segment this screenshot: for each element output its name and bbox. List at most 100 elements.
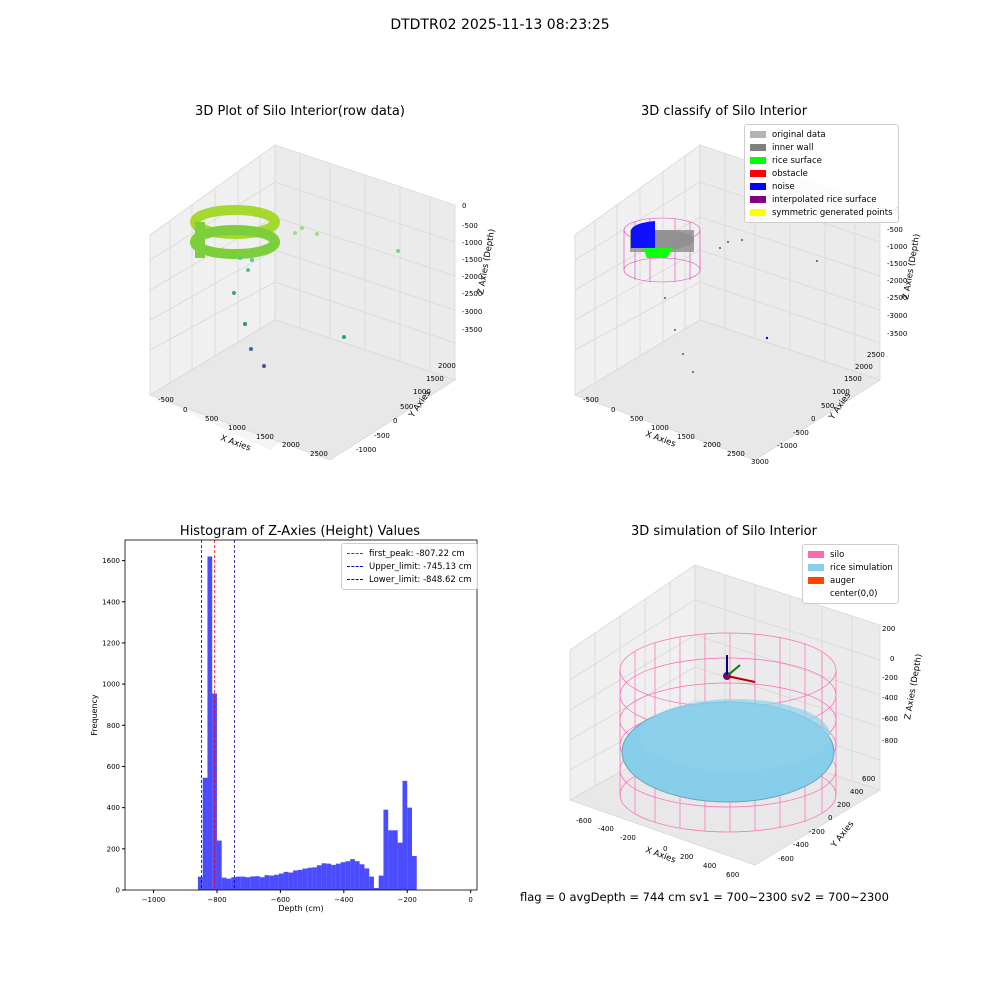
svg-text:400: 400	[850, 788, 863, 796]
histogram-bar	[383, 809, 389, 890]
legend-item: inner wall	[750, 141, 893, 154]
legend-item: Lower_limit: -848.62 cm	[347, 573, 472, 586]
histogram-bar	[235, 876, 241, 890]
plot2-title: 3D classify of Silo Interior	[640, 104, 808, 119]
histogram-legend: first_peak: -807.22 cm Upper_limit: -745…	[341, 543, 478, 590]
histogram-bar	[316, 865, 322, 890]
svg-text:-2000: -2000	[887, 277, 907, 285]
legend-item: rice simulation	[808, 561, 893, 574]
histogram-ylabel: Frequency	[90, 694, 99, 736]
svg-text:2000: 2000	[438, 362, 456, 370]
legend-swatch	[808, 551, 824, 558]
svg-text:1500: 1500	[426, 375, 444, 383]
legend-item: silo	[808, 548, 893, 561]
svg-text:-500: -500	[887, 226, 903, 234]
histogram-bar	[312, 867, 317, 890]
svg-text:2500: 2500	[867, 351, 885, 359]
svg-text:500: 500	[821, 402, 834, 410]
histogram-bar	[293, 870, 298, 890]
histogram-bar	[250, 876, 256, 890]
svg-text:-1000: -1000	[356, 446, 376, 454]
histogram-bar	[402, 780, 408, 890]
histogram-bar	[207, 556, 213, 890]
svg-text:-3500: -3500	[462, 326, 482, 334]
x-tick-label: 0	[468, 896, 472, 904]
plot4-xlabel: X Axies	[644, 845, 677, 865]
svg-text:-600: -600	[576, 817, 592, 825]
histogram-bar	[369, 876, 374, 890]
histogram-bar	[335, 863, 341, 890]
svg-text:600: 600	[726, 871, 739, 879]
svg-text:-3000: -3000	[887, 312, 907, 320]
histogram-bar	[216, 840, 222, 890]
histogram-bar	[297, 869, 303, 890]
svg-text:-200: -200	[809, 828, 825, 836]
histogram-bar	[240, 876, 246, 890]
x-tick-label: −400	[334, 896, 353, 904]
svg-text:1500: 1500	[844, 375, 862, 383]
svg-text:-500: -500	[793, 429, 809, 437]
histogram-bar	[221, 877, 227, 890]
svg-text:-3500: -3500	[887, 330, 907, 338]
svg-text:1000: 1000	[413, 388, 431, 396]
svg-text:-2500: -2500	[887, 294, 907, 302]
histogram-bar	[245, 877, 251, 890]
plot4-ylabel: Y Axies	[829, 819, 857, 851]
histogram-bar	[350, 859, 355, 890]
svg-text:500: 500	[400, 403, 413, 411]
svg-text:0: 0	[611, 406, 615, 414]
legend-label: noise	[772, 181, 795, 192]
svg-text:-1500: -1500	[887, 260, 907, 268]
legend-label: rice surface	[772, 155, 822, 166]
svg-text:-2000: -2000	[462, 273, 482, 281]
svg-text:-500: -500	[462, 222, 478, 230]
histogram-bar	[331, 864, 336, 890]
legend-swatch	[808, 577, 824, 584]
legend-item: first_peak: -807.22 cm	[347, 547, 472, 560]
histogram-bar	[259, 877, 265, 890]
plot2-legend: original data inner wall rice surface ob…	[744, 124, 899, 223]
legend-label: auger	[830, 575, 855, 586]
figure-title: DTDTR02 2025-11-13 08:23:25	[390, 17, 610, 33]
legend-swatch	[808, 564, 824, 571]
svg-text:2000: 2000	[855, 363, 873, 371]
histogram-bar	[359, 864, 365, 890]
svg-text:-3000: -3000	[462, 308, 482, 316]
histogram-bar	[392, 830, 398, 890]
x-tick-label: −200	[398, 896, 417, 904]
legend-swatch	[750, 144, 766, 151]
svg-text:400: 400	[703, 862, 716, 870]
y-tick-label: 1000	[102, 681, 120, 689]
y-tick-label: 200	[107, 845, 120, 853]
histogram-bar	[373, 887, 379, 890]
histogram-bar	[255, 876, 260, 890]
histogram-bar	[264, 875, 270, 890]
svg-text:200: 200	[837, 801, 850, 809]
svg-text:-1500: -1500	[462, 256, 482, 264]
x-tick-label: −600	[271, 896, 290, 904]
svg-text:-600: -600	[882, 715, 898, 723]
svg-text:1000: 1000	[832, 388, 850, 396]
svg-text:0: 0	[811, 415, 815, 423]
svg-text:0: 0	[393, 417, 397, 425]
svg-text:-500: -500	[158, 396, 174, 404]
legend-label: original data	[772, 129, 826, 140]
histogram-frame	[124, 539, 478, 891]
histogram-bar	[302, 868, 308, 890]
legend-label: silo	[830, 549, 845, 560]
legend-swatch	[808, 590, 824, 597]
legend-label: Upper_limit: -745.13 cm	[369, 561, 472, 572]
legend-item: original data	[750, 128, 893, 141]
histogram-bar	[283, 871, 289, 890]
svg-text:1000: 1000	[651, 424, 669, 432]
histogram-chart: −1000 −800 −600 −400 −200 0 0 200 400 600 800 1000…	[90, 539, 478, 913]
legend-swatch	[750, 170, 766, 177]
svg-text:-400: -400	[598, 825, 614, 833]
svg-text:2500: 2500	[310, 450, 328, 458]
plot4-title: 3D simulation of Silo Interior	[631, 524, 817, 539]
legend-item: auger	[808, 574, 893, 587]
legend-item: center(0,0)	[808, 587, 893, 600]
histogram-bar	[307, 867, 313, 890]
svg-text:-400: -400	[793, 841, 809, 849]
